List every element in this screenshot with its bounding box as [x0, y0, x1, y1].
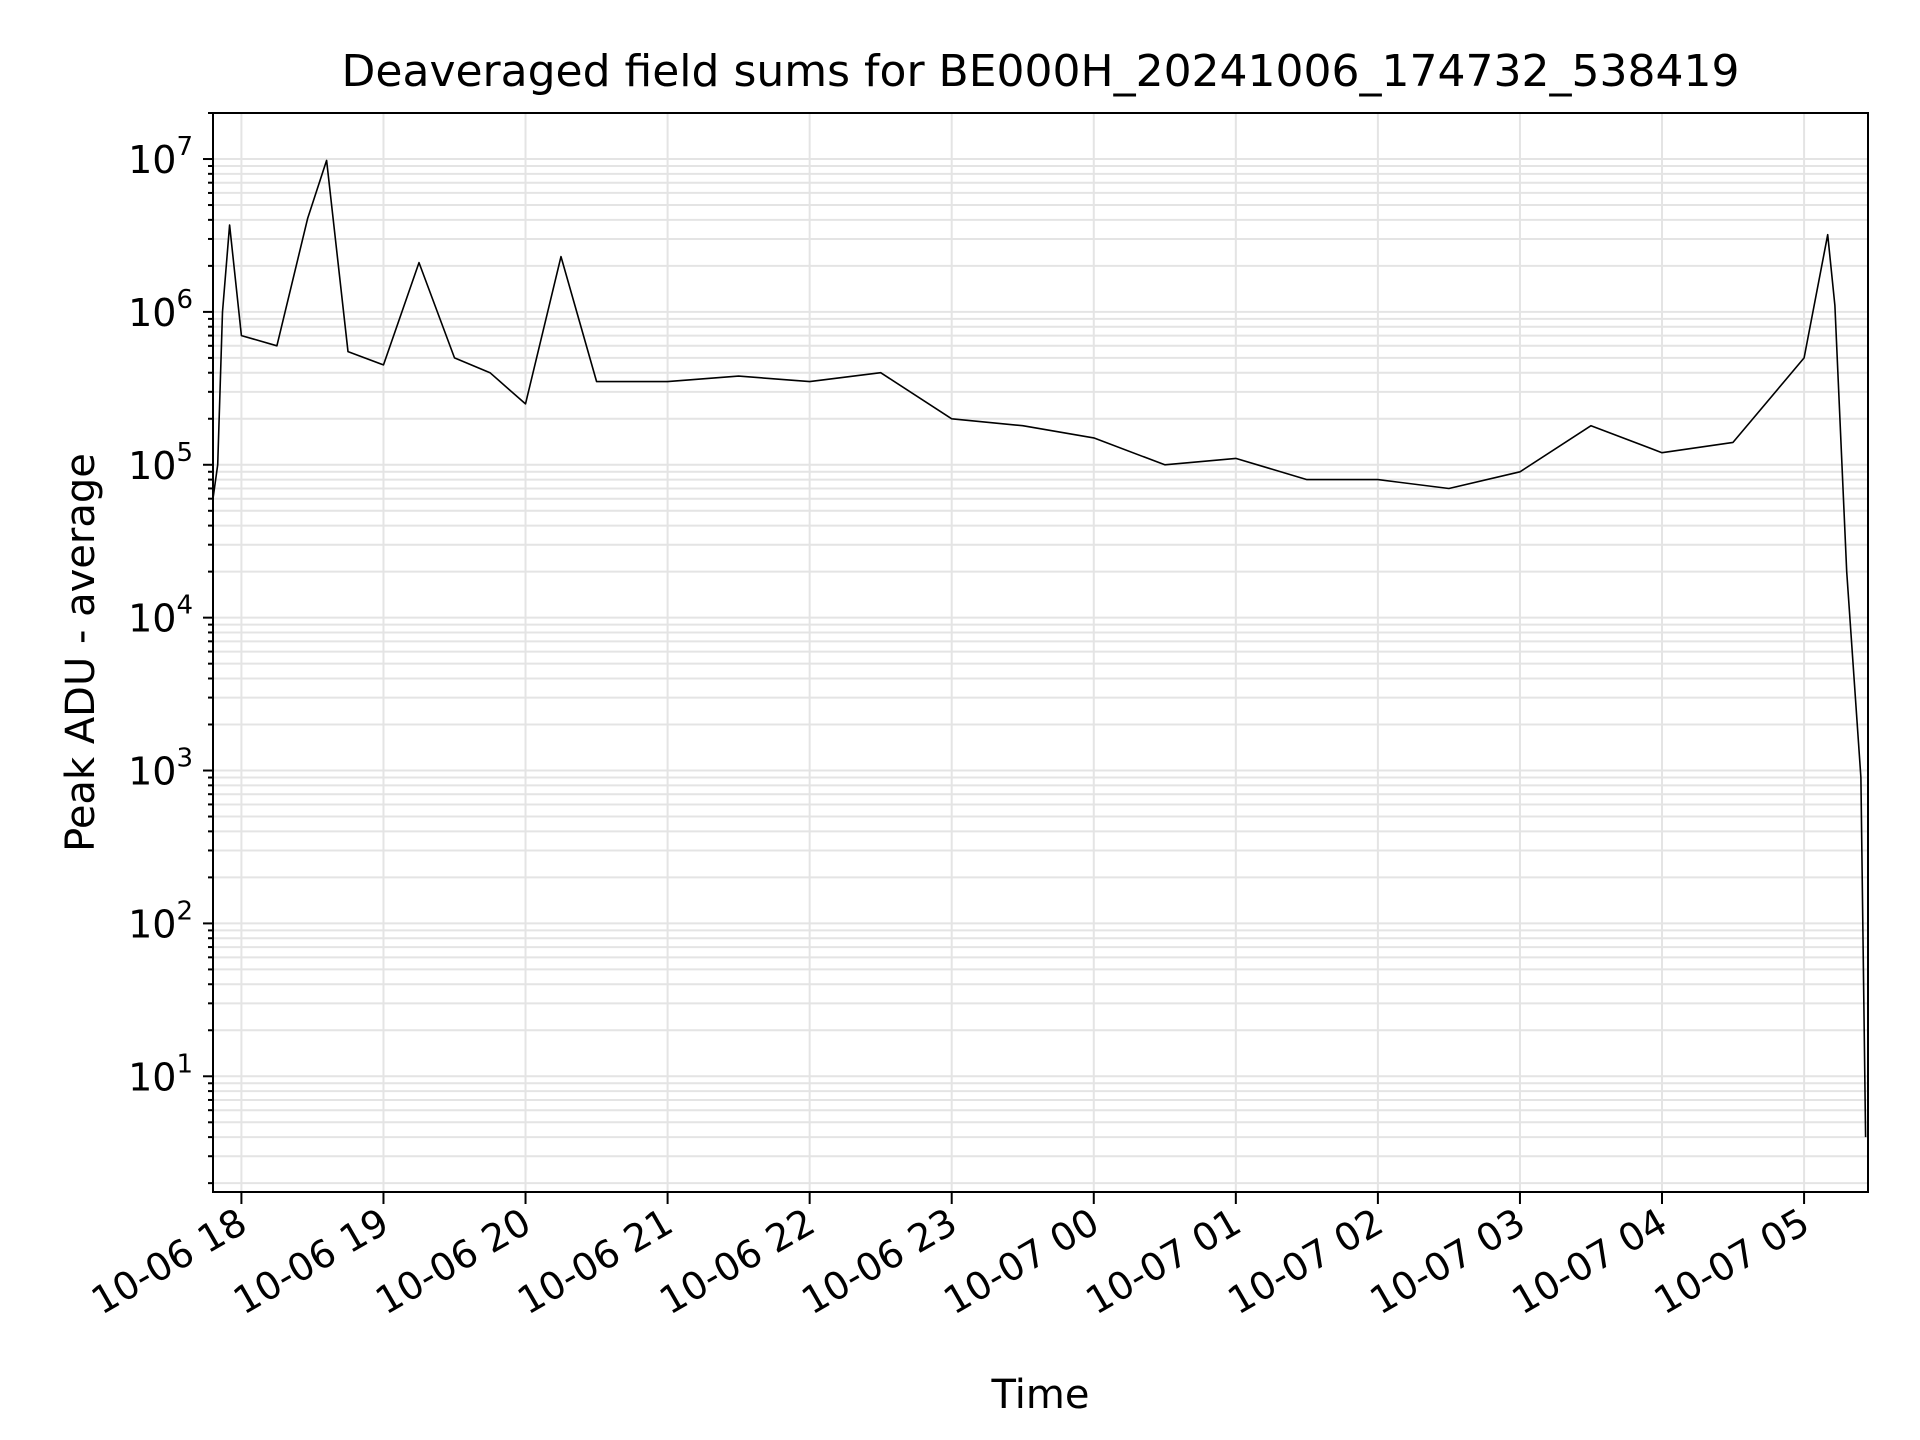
y-axis-label: Peak ADU - average — [58, 453, 104, 852]
y-tick-label: 106 — [128, 285, 193, 335]
chart-title: Deaveraged field sums for BE000H_2024100… — [342, 46, 1740, 97]
y-tick-label: 104 — [128, 591, 193, 641]
y-tick-label: 103 — [128, 744, 193, 794]
y-tick-label: 101 — [128, 1049, 193, 1099]
y-tick-label: 107 — [128, 132, 193, 182]
data-series-line — [212, 159, 1867, 1138]
y-tick-label: 102 — [128, 896, 193, 946]
x-axis-label: Time — [991, 1372, 1090, 1418]
y-tick-label: 105 — [128, 438, 193, 488]
data-layer — [212, 159, 1867, 1138]
grid-layer — [213, 112, 1868, 1192]
